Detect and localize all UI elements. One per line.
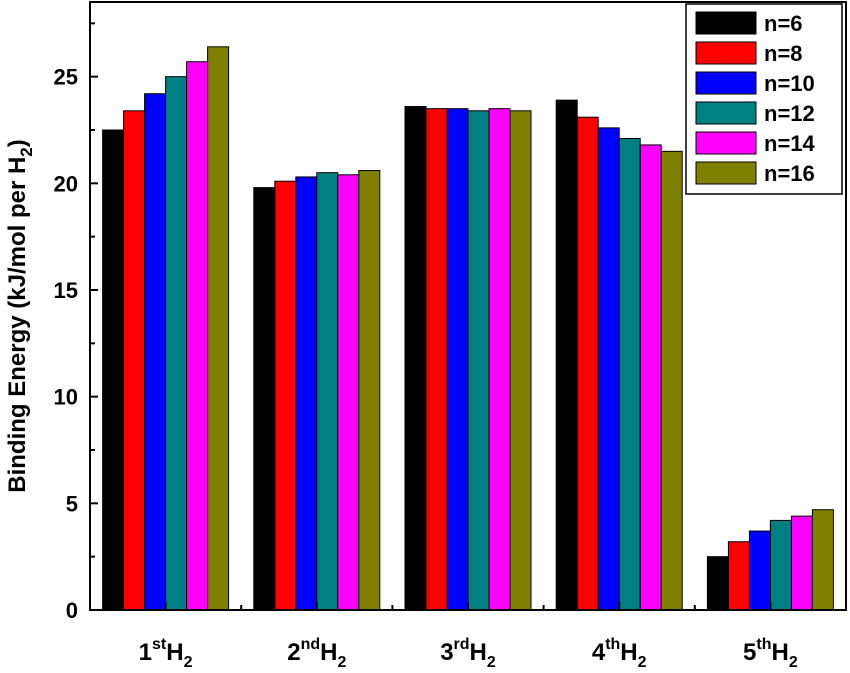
- bar-n14-5: [790, 515, 813, 611]
- bar-n6-2: [253, 187, 276, 611]
- bar-n14-3: [488, 108, 511, 611]
- bar-n6-3: [404, 106, 427, 611]
- y-tick-label: 25: [54, 65, 78, 90]
- bar-n10-1: [144, 93, 167, 611]
- x-category-label: 5thH2: [743, 636, 798, 671]
- legend-swatch-n10: [695, 71, 757, 95]
- y-axis-title: Binding Energy (kJ/mol per H2): [4, 139, 36, 493]
- bar-n8-4: [576, 116, 599, 611]
- bar-n10-5: [748, 530, 771, 611]
- bar-n8-3: [425, 108, 448, 611]
- legend-label-n12: n=12: [764, 101, 815, 126]
- x-category-label: 3rdH2: [440, 636, 496, 671]
- bar-n14-4: [639, 144, 662, 611]
- legend-swatch-n14: [695, 131, 757, 155]
- x-category-label: 1stH2: [139, 636, 193, 671]
- bar-n16-4: [660, 150, 683, 611]
- bar-n6-4: [555, 99, 578, 611]
- bar-n12-1: [165, 76, 188, 611]
- bar-n8-5: [727, 541, 750, 611]
- legend: n=6 n=8 n=10 n=12 n=14 n=16: [685, 3, 843, 195]
- bar-n8-1: [123, 110, 146, 611]
- axes-layer: 0 5 10 15 20 25 1stH2 2ndH2 3rdH2 4thH2 5thH2: [54, 1, 847, 671]
- y-axis-label: Binding Energy (kJ/mol per H2): [4, 139, 36, 493]
- bar-n12-2: [316, 172, 339, 611]
- bar-n16-3: [509, 110, 532, 611]
- bar-n14-2: [337, 174, 360, 611]
- bar-n10-4: [597, 127, 620, 611]
- legend-label-n6: n=6: [764, 11, 803, 36]
- legend-label-n16: n=16: [764, 161, 815, 186]
- bar-n16-5: [811, 509, 834, 611]
- bar-n12-3: [467, 110, 490, 611]
- legend-label-n8: n=8: [764, 41, 803, 66]
- bar-n16-1: [207, 46, 230, 611]
- legend-swatch-n12: [695, 101, 757, 125]
- bar-n6-1: [102, 129, 125, 611]
- bar-n8-2: [274, 180, 297, 611]
- legend-swatch-n8: [695, 41, 757, 65]
- bar-n14-1: [186, 61, 209, 611]
- bar-n6-5: [706, 556, 729, 611]
- bar-n10-2: [295, 176, 318, 611]
- legend-swatch-n16: [695, 161, 757, 185]
- y-tick-label: 5: [66, 491, 78, 516]
- y-tick-label: 0: [66, 598, 78, 623]
- legend-label-n14: n=14: [764, 131, 816, 156]
- y-tick-label: 20: [54, 171, 78, 196]
- bar-n12-5: [769, 519, 792, 611]
- bars-layer: [102, 46, 834, 611]
- x-category-label: 4thH2: [592, 636, 647, 671]
- x-category-label: 2ndH2: [287, 636, 346, 671]
- y-tick-label: 10: [54, 385, 78, 410]
- bar-n16-2: [358, 170, 381, 611]
- y-tick-label: 15: [54, 278, 78, 303]
- bar-n10-3: [446, 108, 469, 611]
- legend-label-n10: n=10: [764, 71, 815, 96]
- bar-n12-4: [618, 138, 641, 611]
- legend-swatch-n6: [695, 11, 757, 35]
